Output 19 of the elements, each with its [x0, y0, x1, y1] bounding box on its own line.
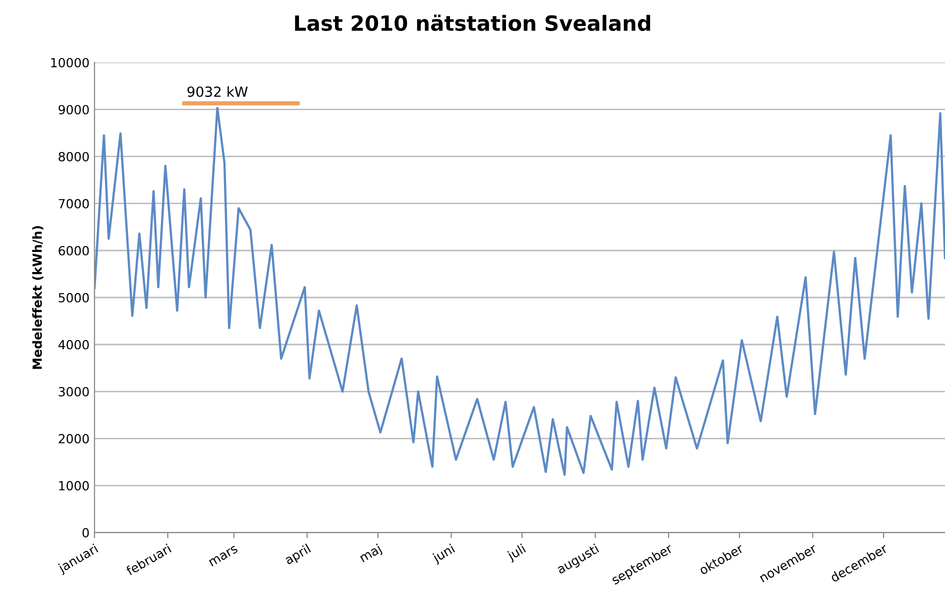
y-axis-title: Medeleffekt (kWh/h) [32, 226, 44, 369]
y-tick-label: 6000 [58, 246, 89, 256]
y-tick-label: 7000 [58, 198, 89, 208]
y-tick-label: 1000 [59, 480, 89, 490]
y-tick-label: 5000 [58, 292, 89, 302]
y-tick-label: 2000 [58, 434, 89, 444]
y-tick-label: 8000 [58, 152, 89, 162]
x-tick-label: juli [506, 544, 528, 563]
x-tick-label: mars [208, 545, 238, 566]
x-tick-label: april [284, 544, 312, 567]
x-tick-label: maj [358, 544, 384, 565]
line-series [94, 106, 945, 476]
annotation: 9032 kW [187, 86, 248, 97]
y-tick-label: 4000 [58, 340, 89, 350]
y-tick-label: 3000 [58, 386, 89, 396]
y-tick-label: 0 [82, 528, 89, 538]
chart-title: Last 2010 nätstation Svealand [295, 14, 650, 31]
y-tick-label: 9000 [58, 104, 89, 114]
y-tick-label: 10000 [51, 58, 89, 68]
